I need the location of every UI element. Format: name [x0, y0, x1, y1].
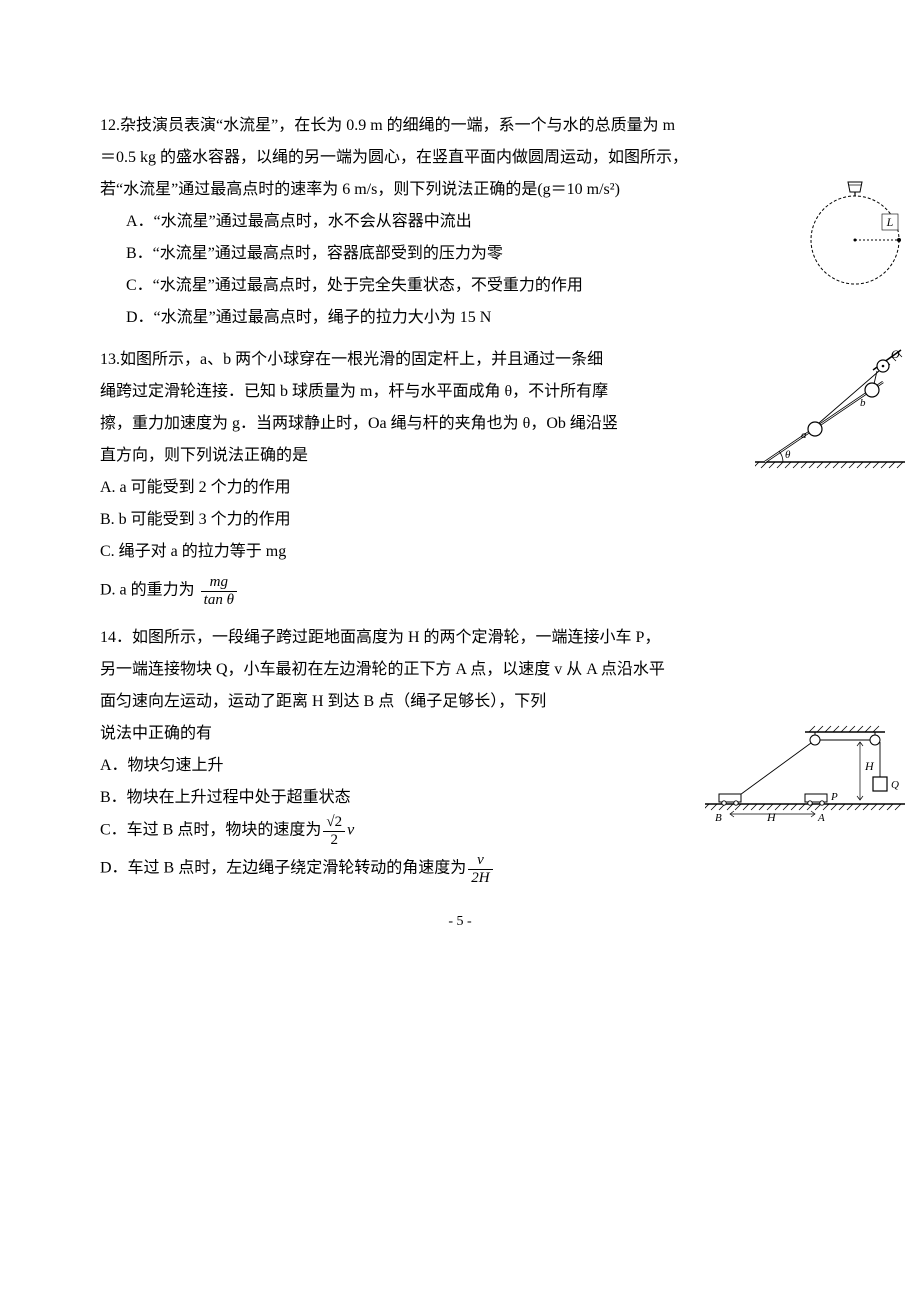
stem-line: ＝0.5 kg 的盛水容器，以绳的另一端为圆心，在竖直平面内做圆周运动，如图所示… [100, 149, 688, 166]
label-P: P [830, 791, 838, 803]
option-c: C．“水流星”通过最高点时，处于完全失重状态，不受重力的作用 [126, 270, 820, 302]
stem: 13.如图所示，a、b 两个小球穿在一根光滑的固定杆上，并且通过一条细 绳跨过定… [100, 344, 820, 472]
label-theta: θ [785, 449, 791, 461]
label-A: A [817, 812, 825, 822]
stem-line: 另一端连接物块 Q，小车最初在左边滑轮的正下方 A 点，以速度 v 从 A 点沿… [100, 661, 665, 678]
fraction: mgtan θ [201, 574, 237, 608]
stem-line: 14．如图所示，一段绳子跨过距地面高度为 H 的两个定滑轮，一端连接小车 P， [100, 629, 660, 646]
stem-line: 擦，重力加速度为 g．当两球静止时，Oa 绳与杆的夹角也为 θ，Ob 绳沿竖 [100, 415, 618, 432]
option-a: A. a 可能受到 2 个力的作用 [100, 472, 820, 504]
option-b: B. b 可能受到 3 个力的作用 [100, 504, 820, 536]
stem-line: 绳跨过定滑轮连接．已知 b 球质量为 m，杆与水平面成角 θ，不计所有摩 [100, 383, 608, 400]
option-d: D. a 的重力为 mgtan θ [100, 574, 820, 608]
label-O: O [891, 347, 900, 361]
option-d: D．车过 B 点时，左边绳子绕定滑轮转动的角速度为v2H [100, 852, 820, 886]
label-H2: H [766, 810, 777, 822]
stem-line: 面匀速向左运动，运动了距离 H 到达 B 点（绳子足够长），下列 [100, 693, 546, 710]
option-b: B．“水流星”通过最高点时，容器底部受到的压力为零 [126, 238, 820, 270]
stem-line: 若“水流星”通过最高点时的速率为 6 m/s，则下列说法正确的是(g＝10 m/… [100, 181, 620, 198]
label-Q: Q [891, 779, 899, 791]
figure-12: L [800, 170, 910, 290]
label-b: b [860, 397, 866, 409]
options: A．“水流星”通过最高点时，水不会从容器中流出 B．“水流星”通过最高点时，容器… [100, 206, 820, 334]
problem-14: 14．如图所示，一段绳子跨过距地面高度为 H 的两个定滑轮，一端连接小车 P， … [100, 622, 820, 886]
option-d: D．“水流星”通过最高点时，绳子的拉力大小为 15 N [126, 302, 820, 334]
option-a: A．“水流星”通过最高点时，水不会从容器中流出 [126, 206, 820, 238]
figure-13: O a b θ [755, 344, 905, 474]
figure-14: Q H P H B A [705, 722, 905, 822]
problem-13: 13.如图所示，a、b 两个小球穿在一根光滑的固定杆上，并且通过一条细 绳跨过定… [100, 344, 820, 608]
problem-12: 12.杂技演员表演“水流星”，在长为 0.9 m 的细绳的一端，系一个与水的总质… [100, 110, 820, 334]
stem-line: 说法中正确的有 [100, 725, 212, 742]
option-c: C. 绳子对 a 的拉力等于 mg [100, 536, 820, 568]
stem-line: 13.如图所示，a、b 两个小球穿在一根光滑的固定杆上，并且通过一条细 [100, 351, 603, 368]
fraction: v2H [468, 852, 492, 886]
page-number: - 5 - [0, 908, 920, 936]
stem: 12.杂技演员表演“水流星”，在长为 0.9 m 的细绳的一端，系一个与水的总质… [100, 110, 820, 206]
label-a: a [801, 429, 807, 441]
label-L: L [886, 215, 894, 229]
label-H: H [864, 759, 875, 773]
fraction: √22 [323, 814, 345, 848]
label-B: B [715, 812, 722, 822]
stem-line: 直方向，则下列说法正确的是 [100, 447, 308, 464]
options: A. a 可能受到 2 个力的作用 B. b 可能受到 3 个力的作用 C. 绳… [100, 472, 820, 608]
stem-line: 12.杂技演员表演“水流星”，在长为 0.9 m 的细绳的一端，系一个与水的总质… [100, 117, 675, 134]
